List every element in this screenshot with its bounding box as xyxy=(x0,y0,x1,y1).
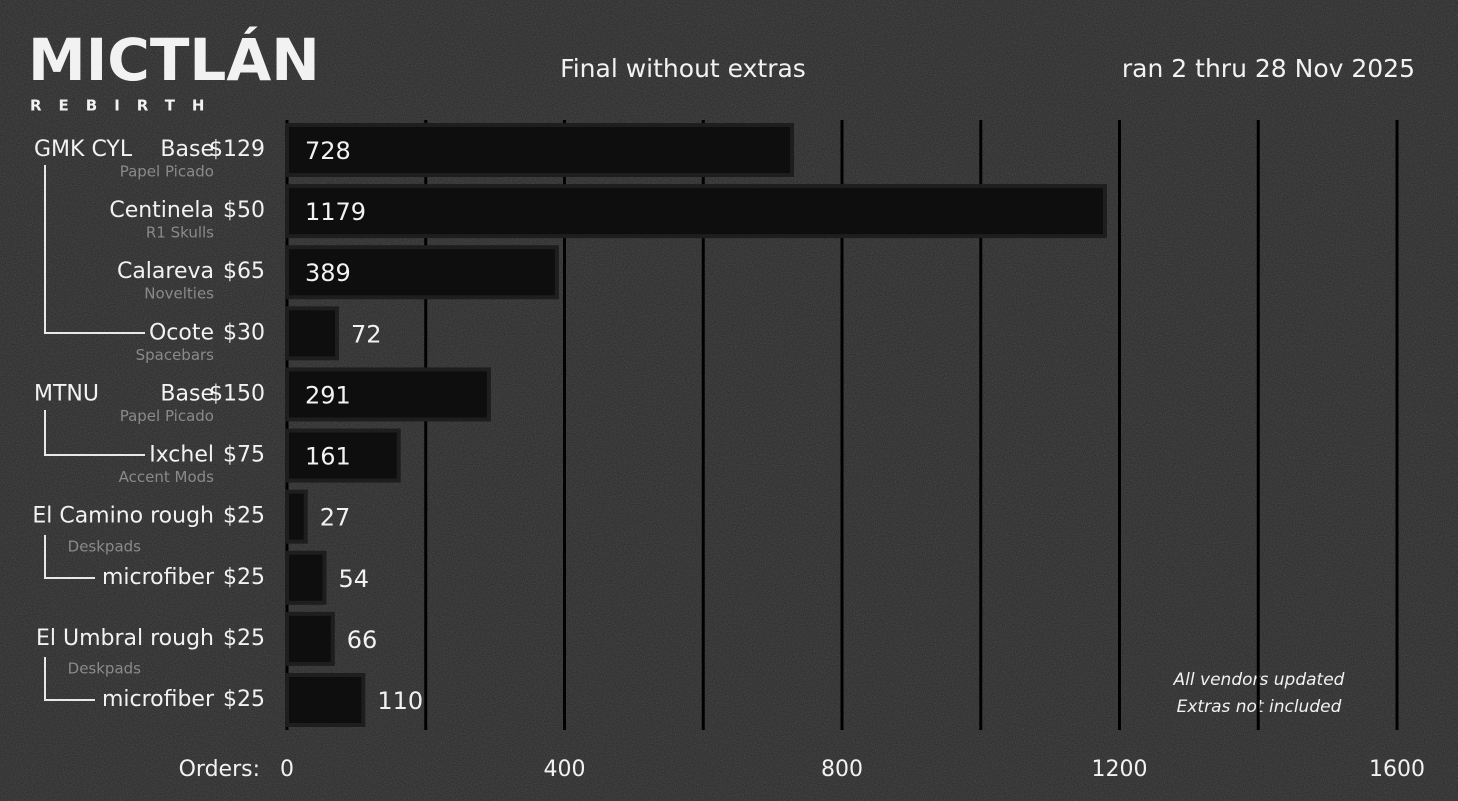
bar xyxy=(285,184,1107,239)
price-label: $25 xyxy=(223,687,265,712)
value-label: 54 xyxy=(338,565,369,593)
x-tick-label: 1600 xyxy=(1369,757,1425,782)
category-label: Calareva xyxy=(117,259,214,284)
x-tick-label: 0 xyxy=(280,757,294,782)
value-label: 66 xyxy=(347,626,378,654)
group-connector xyxy=(44,657,95,701)
sub-label: Papel Picado xyxy=(120,163,214,181)
value-label: 72 xyxy=(351,320,382,348)
bar xyxy=(285,245,559,300)
group-label: GMK CYL xyxy=(34,137,133,162)
category-label: El Umbral rough xyxy=(36,626,214,651)
sub-label: Papel Picado xyxy=(120,407,214,425)
bar xyxy=(285,489,308,544)
date-range: ran 2 thru 28 Nov 2025 xyxy=(1122,54,1415,83)
sub-label: Spacebars xyxy=(136,346,215,364)
bar xyxy=(285,306,339,361)
group-connector xyxy=(44,165,145,334)
category-label: El Camino rough xyxy=(32,504,214,529)
category-label: Base xyxy=(160,137,214,162)
price-label: $25 xyxy=(223,565,265,590)
bar xyxy=(285,367,491,422)
value-label: 291 xyxy=(305,381,351,409)
bar xyxy=(285,428,401,483)
price-label: $75 xyxy=(223,443,265,468)
category-label: Ocote xyxy=(149,320,214,345)
price-label: $30 xyxy=(223,320,265,345)
value-label: 110 xyxy=(377,687,423,715)
x-tick-label: 400 xyxy=(544,757,586,782)
value-label: 161 xyxy=(305,443,351,471)
category-label: microfiber xyxy=(102,565,215,590)
price-label: $150 xyxy=(209,381,265,406)
sub-label: Deskpads xyxy=(68,660,142,678)
sub-label: Accent Mods xyxy=(119,468,215,486)
price-label: $65 xyxy=(223,259,265,284)
bar xyxy=(285,611,335,666)
x-tick-label: 1200 xyxy=(1092,757,1148,782)
price-label: $129 xyxy=(209,137,265,162)
group-connector xyxy=(44,535,95,579)
x-tick-label: 800 xyxy=(821,757,863,782)
category-label: microfiber xyxy=(102,687,215,712)
category-label: Base xyxy=(160,381,214,406)
sub-label: R1 Skulls xyxy=(146,224,214,242)
price-label: $25 xyxy=(223,626,265,651)
group-label: MTNU xyxy=(34,381,99,406)
bar xyxy=(285,550,327,605)
value-label: 389 xyxy=(305,259,351,287)
group-connector xyxy=(44,410,145,456)
logo-subtitle: REBIRTH xyxy=(30,97,221,115)
chart-title: Final without extras xyxy=(560,54,806,83)
sub-label: Deskpads xyxy=(68,537,142,555)
bar xyxy=(285,123,795,177)
category-label: Centinela xyxy=(109,198,214,223)
bar xyxy=(285,673,366,727)
value-label: 1179 xyxy=(305,198,366,226)
logo-title: MICTLÁN xyxy=(28,25,320,94)
x-axis-label: Orders: xyxy=(179,757,260,782)
sub-label: Novelties xyxy=(144,285,214,303)
value-label: 728 xyxy=(305,137,351,165)
category-label: Ixchel xyxy=(149,443,214,468)
price-label: $25 xyxy=(223,504,265,529)
price-label: $50 xyxy=(223,198,265,223)
value-label: 27 xyxy=(320,504,351,532)
